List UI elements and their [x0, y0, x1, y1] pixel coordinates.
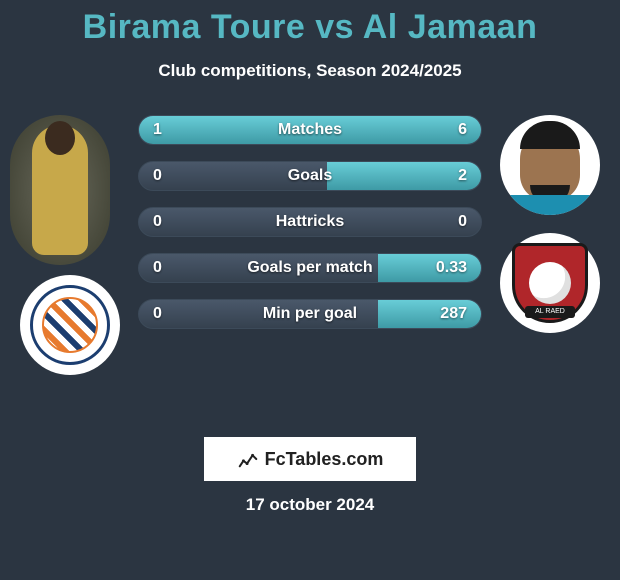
player-left-avatar	[10, 115, 110, 265]
stat-bar: 0 0 Hattricks	[138, 207, 482, 237]
stat-bar: 0 2 Goals	[138, 161, 482, 191]
stat-bar: 0 0.33 Goals per match	[138, 253, 482, 283]
stat-value-right: 6	[458, 116, 467, 144]
subtitle: Club competitions, Season 2024/2025	[0, 61, 620, 81]
date-text: 17 october 2024	[0, 495, 620, 515]
page-title: Birama Toure vs Al Jamaan	[0, 0, 620, 47]
club-right-ribbon: AL RAED	[525, 306, 575, 318]
stat-value-left: 1	[153, 116, 162, 144]
chart-icon	[237, 448, 259, 470]
stat-label: Min per goal	[263, 305, 357, 323]
stat-value-left: 0	[153, 254, 162, 282]
player-figure-icon	[32, 125, 88, 255]
stat-label: Goals per match	[247, 259, 372, 277]
comparison-content: AL RAED 1 6 Matches 0 2 Goals 0 0 Hattricks 0 0.33…	[0, 115, 620, 425]
stat-fill-left	[139, 116, 187, 144]
stat-bar: 0 287 Min per goal	[138, 299, 482, 329]
stat-value-left: 0	[153, 300, 162, 328]
stat-value-right: 0.33	[436, 254, 467, 282]
stat-label: Matches	[278, 121, 342, 139]
stat-value-left: 0	[153, 162, 162, 190]
stat-bars: 1 6 Matches 0 2 Goals 0 0 Hattricks 0 0.33 Goals pe…	[138, 115, 482, 345]
stat-value-right: 287	[440, 300, 467, 328]
brand-text: FcTables.com	[265, 449, 384, 470]
stat-label: Hattricks	[276, 213, 344, 231]
club-left-badge	[20, 275, 120, 375]
player-right-avatar	[500, 115, 600, 215]
club-right-badge: AL RAED	[500, 233, 600, 333]
stat-value-left: 0	[153, 208, 162, 236]
stat-label: Goals	[288, 167, 332, 185]
brand-logo: FcTables.com	[204, 437, 416, 481]
stat-value-right: 0	[458, 208, 467, 236]
stat-bar: 1 6 Matches	[138, 115, 482, 145]
stat-value-right: 2	[458, 162, 467, 190]
